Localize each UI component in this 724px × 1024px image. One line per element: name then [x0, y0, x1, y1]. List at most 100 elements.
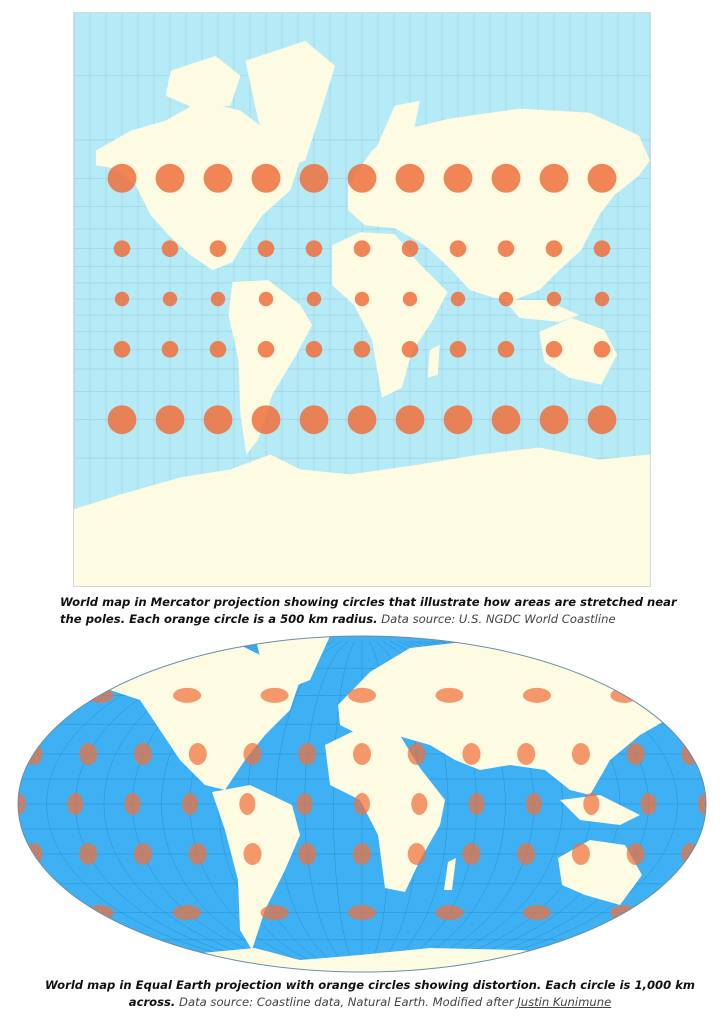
distortion-circle — [402, 291, 418, 307]
distortion-circle — [407, 742, 426, 765]
distortion-circle — [698, 793, 706, 815]
distortion-circle — [449, 240, 467, 257]
distortion-circle — [491, 405, 521, 435]
mercator-caption-title: World map in Mercator projection showing… — [60, 595, 677, 626]
land-africa — [332, 232, 448, 398]
distortion-circle — [594, 291, 610, 307]
land-southeast-asia — [504, 299, 580, 322]
mercator-caption-source: Data source: U.S. NGDC World Coastline — [381, 612, 616, 626]
land-south-america — [228, 280, 313, 455]
distortion-circle — [134, 742, 153, 765]
distortion-circle — [545, 240, 563, 257]
distortion-circle — [395, 163, 425, 193]
mercator-land — [74, 40, 650, 586]
distortion-circle — [348, 687, 376, 703]
distortion-circle — [539, 163, 569, 193]
land-south-america — [212, 785, 300, 950]
distortion-circle — [571, 742, 590, 765]
justin-kunimune-link[interactable]: Justin Kunimune — [517, 995, 612, 1009]
distortion-circle — [348, 905, 376, 921]
distortion-circle — [113, 341, 131, 358]
land-australia — [539, 317, 618, 385]
distortion-circle — [347, 405, 377, 435]
distortion-circle — [203, 405, 233, 435]
distortion-circle — [522, 905, 551, 921]
distortion-circle — [498, 291, 514, 307]
distortion-circle — [161, 240, 179, 257]
equal-earth-caption: World map in Equal Earth projection with… — [40, 977, 700, 1011]
land-madagascar — [427, 344, 440, 378]
equal-earth-caption-title: World map in Equal Earth projection with… — [45, 978, 695, 1009]
distortion-circle — [517, 843, 536, 866]
distortion-circle — [260, 687, 289, 703]
distortion-circle — [593, 240, 611, 257]
distortion-circle — [107, 405, 137, 435]
distortion-circle — [407, 843, 426, 866]
land-antarctica — [74, 447, 650, 586]
distortion-circle — [546, 291, 562, 307]
distortion-circle — [173, 687, 202, 703]
distortion-circle — [239, 793, 256, 815]
distortion-circle — [162, 291, 178, 307]
distortion-circle — [296, 793, 313, 815]
distortion-circle — [113, 240, 131, 257]
distortion-circle — [299, 163, 329, 193]
distortion-circle — [298, 742, 317, 765]
distortion-circle — [257, 240, 275, 257]
distortion-circle — [114, 291, 130, 307]
distortion-circle — [640, 793, 657, 815]
distortion-circle — [305, 240, 323, 257]
distortion-circle — [571, 843, 590, 866]
distortion-circle — [260, 905, 289, 921]
distortion-circle — [18, 793, 26, 815]
distortion-circle — [626, 742, 645, 765]
distortion-circle — [155, 163, 185, 193]
distortion-circle — [411, 793, 428, 815]
distortion-circle — [209, 240, 227, 257]
distortion-circle — [593, 341, 611, 358]
distortion-circle — [305, 341, 323, 358]
distortion-circle — [67, 793, 84, 815]
distortion-circle — [298, 843, 317, 866]
distortion-circle — [210, 291, 226, 307]
distortion-circle — [354, 291, 370, 307]
land-scandinavia — [374, 100, 420, 151]
distortion-circle — [401, 240, 419, 257]
distortion-circle — [347, 163, 377, 193]
distortion-circle — [354, 793, 370, 815]
distortion-circle — [203, 163, 233, 193]
distortion-circle — [251, 163, 281, 193]
distortion-circle — [161, 341, 179, 358]
distortion-circle — [587, 163, 617, 193]
distortion-circle — [462, 843, 481, 866]
land-north-america — [95, 100, 301, 271]
distortion-circle — [209, 341, 227, 358]
distortion-circle — [134, 843, 153, 866]
distortion-circle — [251, 405, 281, 435]
distortion-circle — [306, 291, 322, 307]
distortion-circle — [435, 905, 464, 921]
distortion-circle — [522, 687, 551, 703]
distortion-circle — [257, 341, 275, 358]
distortion-circle — [353, 742, 371, 765]
distortion-circle — [449, 341, 467, 358]
distortion-circle — [173, 905, 202, 921]
equal-earth-map — [17, 635, 707, 973]
distortion-circle — [401, 341, 419, 358]
distortion-circle — [587, 405, 617, 435]
distortion-circle — [497, 341, 515, 358]
land-canadian-arctic — [165, 55, 241, 109]
distortion-circle — [497, 240, 515, 257]
distortion-circle — [526, 793, 542, 815]
distortion-circle — [79, 742, 98, 765]
distortion-circle — [353, 240, 371, 257]
land-eurasia — [348, 108, 650, 300]
land-southeast-asia — [560, 795, 640, 825]
distortion-circle — [626, 843, 645, 866]
distortion-circle — [182, 793, 198, 815]
equal-earth-caption-source: Data source: Coastline data, Natural Ear… — [179, 995, 514, 1009]
distortion-circle — [188, 843, 207, 866]
distortion-circle — [353, 843, 371, 866]
distortion-circle — [468, 793, 485, 815]
distortion-circle — [443, 405, 473, 435]
